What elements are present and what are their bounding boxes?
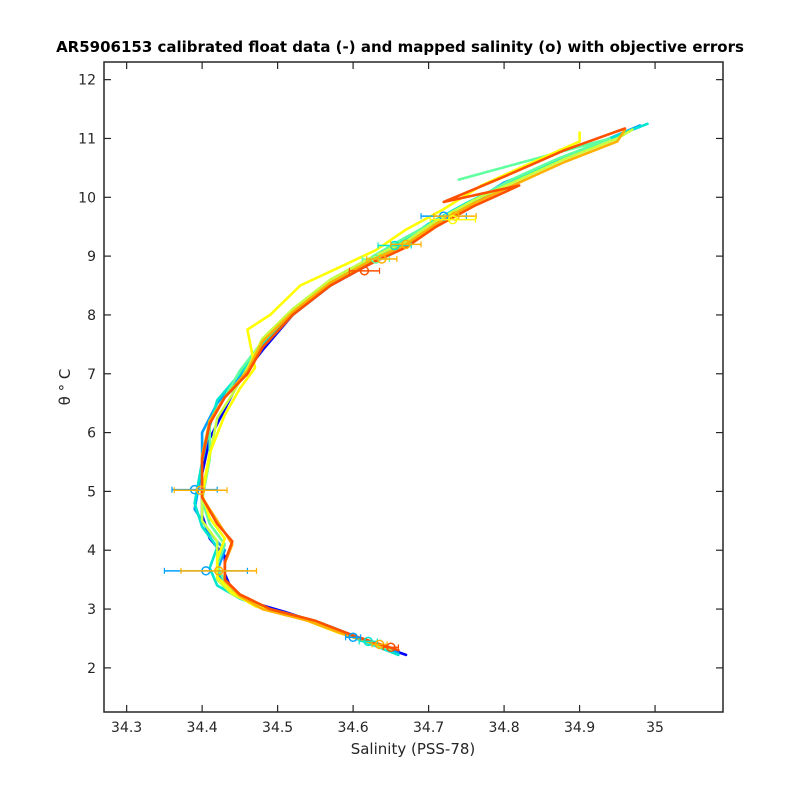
mapped-point-13 — [390, 239, 422, 250]
chart-title: AR5906153 calibrated float data (-) and … — [56, 38, 744, 56]
x-tick-label: 35 — [646, 720, 664, 736]
series-layer — [193, 122, 649, 657]
y-tick-label: 2 — [87, 661, 96, 677]
mapped-salinity-marker — [448, 214, 458, 225]
x-tick-label: 34.5 — [262, 720, 293, 736]
mapped-salinity-layer — [163, 211, 477, 653]
plot-area — [163, 122, 649, 657]
y-tick-label: 12 — [78, 73, 96, 89]
series-line-3 — [193, 122, 649, 657]
x-tick-label: 34.9 — [564, 720, 595, 736]
x-axis-label: Salinity (PSS-78) — [351, 740, 476, 758]
series-line-2 — [193, 124, 642, 655]
series-line-6 — [200, 131, 581, 647]
mapped-salinity-marker — [195, 485, 206, 495]
y-tick-label: 10 — [78, 190, 96, 206]
mapped-salinity-marker — [377, 254, 387, 264]
series-line-1 — [200, 125, 642, 657]
mapped-point-6 — [180, 566, 258, 576]
mapped-point-4 — [382, 642, 400, 653]
mapped-point-8 — [173, 485, 228, 495]
y-tick-label: 9 — [87, 249, 96, 265]
mapped-point-9 — [348, 266, 381, 276]
mapped-salinity-marker — [348, 632, 358, 643]
y-tick-label: 11 — [78, 131, 96, 147]
series-line-5 — [200, 128, 634, 649]
y-tick-label: 3 — [87, 602, 96, 618]
x-tick-label: 34.4 — [187, 720, 218, 736]
x-tick-label: 34.7 — [413, 720, 444, 736]
mapped-salinity-marker — [386, 642, 396, 653]
plot-frame — [103, 61, 724, 713]
y-tick-label: 6 — [87, 426, 96, 442]
y-tick-label: 5 — [87, 484, 96, 500]
x-tick-label: 34.8 — [488, 720, 519, 736]
y-axis-label: θ ° C — [56, 369, 74, 406]
y-axis: 2 3 4 5 6 7 8 9 10 11 12 — [78, 73, 723, 677]
x-axis: 34.3 34.4 34.5 34.6 34.7 34.8 34.9 35 — [111, 62, 664, 736]
series-line-8 — [200, 127, 627, 652]
y-tick-label: 8 — [87, 308, 96, 324]
mapped-point-1 — [344, 632, 362, 643]
x-tick-label: 34.6 — [338, 720, 369, 736]
mapped-salinity-marker — [401, 239, 411, 250]
x-tick-label: 34.3 — [111, 720, 142, 736]
series-line-7 — [200, 128, 627, 650]
series-line-4 — [200, 137, 612, 652]
y-tick-label: 7 — [87, 367, 96, 383]
mapped-point-11 — [366, 254, 398, 264]
mapped-point-16 — [429, 214, 476, 225]
y-tick-label: 4 — [87, 543, 96, 559]
mapped-salinity-marker — [213, 566, 224, 576]
mapped-salinity-marker — [359, 266, 370, 276]
mapped-point-12 — [377, 240, 412, 251]
